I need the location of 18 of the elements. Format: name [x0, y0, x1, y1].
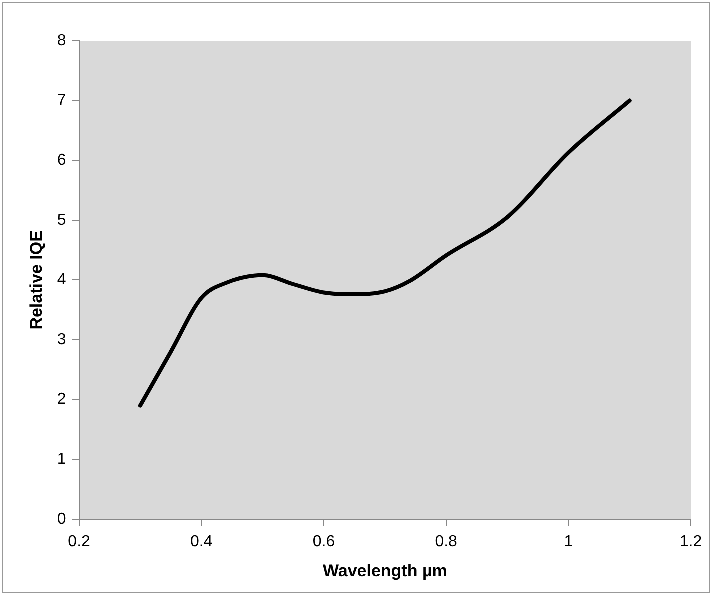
- y-tick-label: 4: [57, 272, 66, 289]
- y-tick-label: 0: [57, 510, 66, 528]
- y-tick-label: 2: [57, 391, 66, 408]
- line-series: [138, 98, 632, 408]
- x-tick-label: 0.2: [68, 533, 91, 550]
- y-tick-label: 8: [57, 32, 66, 50]
- x-tick-label: 0.6: [312, 533, 336, 550]
- x-tick-label: 0.8: [435, 533, 458, 550]
- y-tick-label: 3: [57, 331, 66, 348]
- x-tick-label: 0.4: [190, 533, 213, 550]
- x-tick-label: 1.2: [680, 533, 702, 550]
- y-tick-label: 7: [57, 92, 66, 110]
- y-axis-title: Relative IQE: [26, 230, 46, 330]
- y-tick-label: 5: [57, 212, 66, 229]
- x-axis-title: Wavelength µm: [322, 561, 448, 580]
- y-tick-label: 1: [57, 451, 66, 468]
- y-tick-label: 6: [57, 152, 66, 170]
- x-tick-label: 1: [564, 533, 574, 550]
